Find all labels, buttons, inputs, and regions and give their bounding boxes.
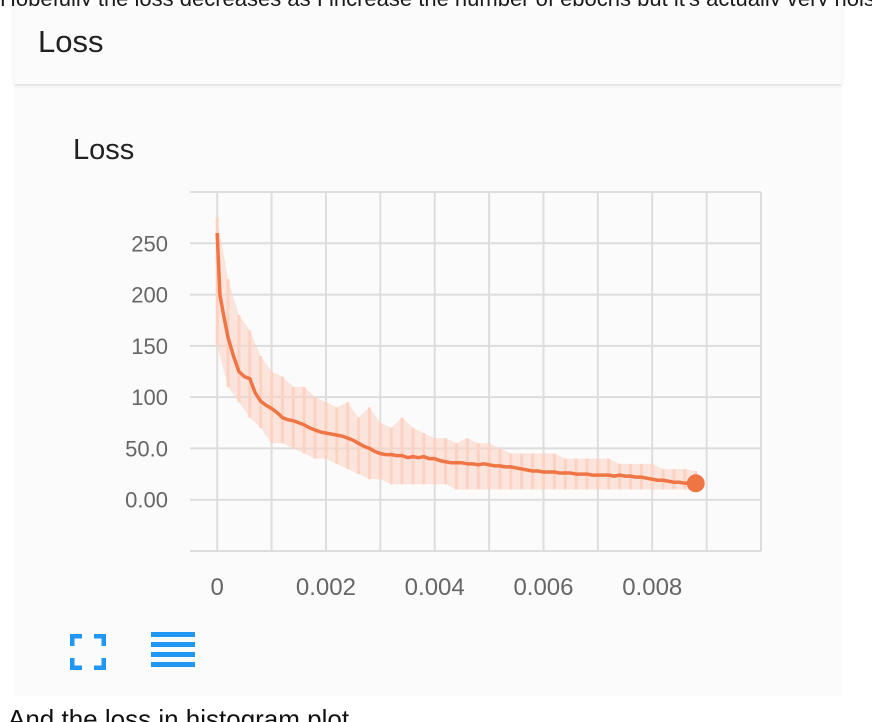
previous-paragraph: Hopefully the loss decreases as I increa… [0, 0, 872, 8]
x-tick-label: 0.006 [513, 574, 573, 601]
y-tick-label: 200 [131, 283, 168, 308]
last-point-marker [686, 474, 705, 493]
x-tick-label: 0.002 [296, 574, 356, 601]
loss-chart: 0.00 50.0 100 150 200 250 0 0.002 0.004 0.006 0.0… [125, 191, 762, 601]
list-glyph [151, 632, 195, 667]
scalar-card: Loss Loss 0.00 50.0 100 150 200 250 0 0.002 0.0… [14, 6, 842, 696]
smoothed-loss-line [215, 232, 696, 486]
list-icon[interactable] [151, 630, 195, 670]
y-tick-label: 250 [131, 231, 168, 256]
y-tick-label: 150 [131, 334, 168, 359]
y-tick-label: 50.0 [125, 436, 168, 461]
next-paragraph: And the loss in histogram plot [8, 704, 350, 722]
chart-title: Loss [73, 134, 135, 166]
x-tick-label: 0.008 [622, 574, 682, 601]
y-tick-label: 0.00 [125, 488, 168, 513]
x-tick-label: 0.004 [405, 574, 465, 601]
y-axis-ticks: 0.00 50.0 100 150 200 250 [125, 231, 168, 512]
x-axis-ticks: 0 0.002 0.004 0.006 0.008 [211, 574, 683, 601]
y-tick-label: 100 [131, 385, 168, 410]
smoothed-series [215, 232, 705, 493]
fullscreen-glyph [69, 633, 107, 671]
card-header: Loss [14, 6, 842, 84]
chart-grid [190, 191, 762, 552]
x-tick-label: 0 [211, 574, 224, 601]
card-title: Loss [38, 24, 104, 59]
fullscreen-icon[interactable] [69, 633, 107, 671]
